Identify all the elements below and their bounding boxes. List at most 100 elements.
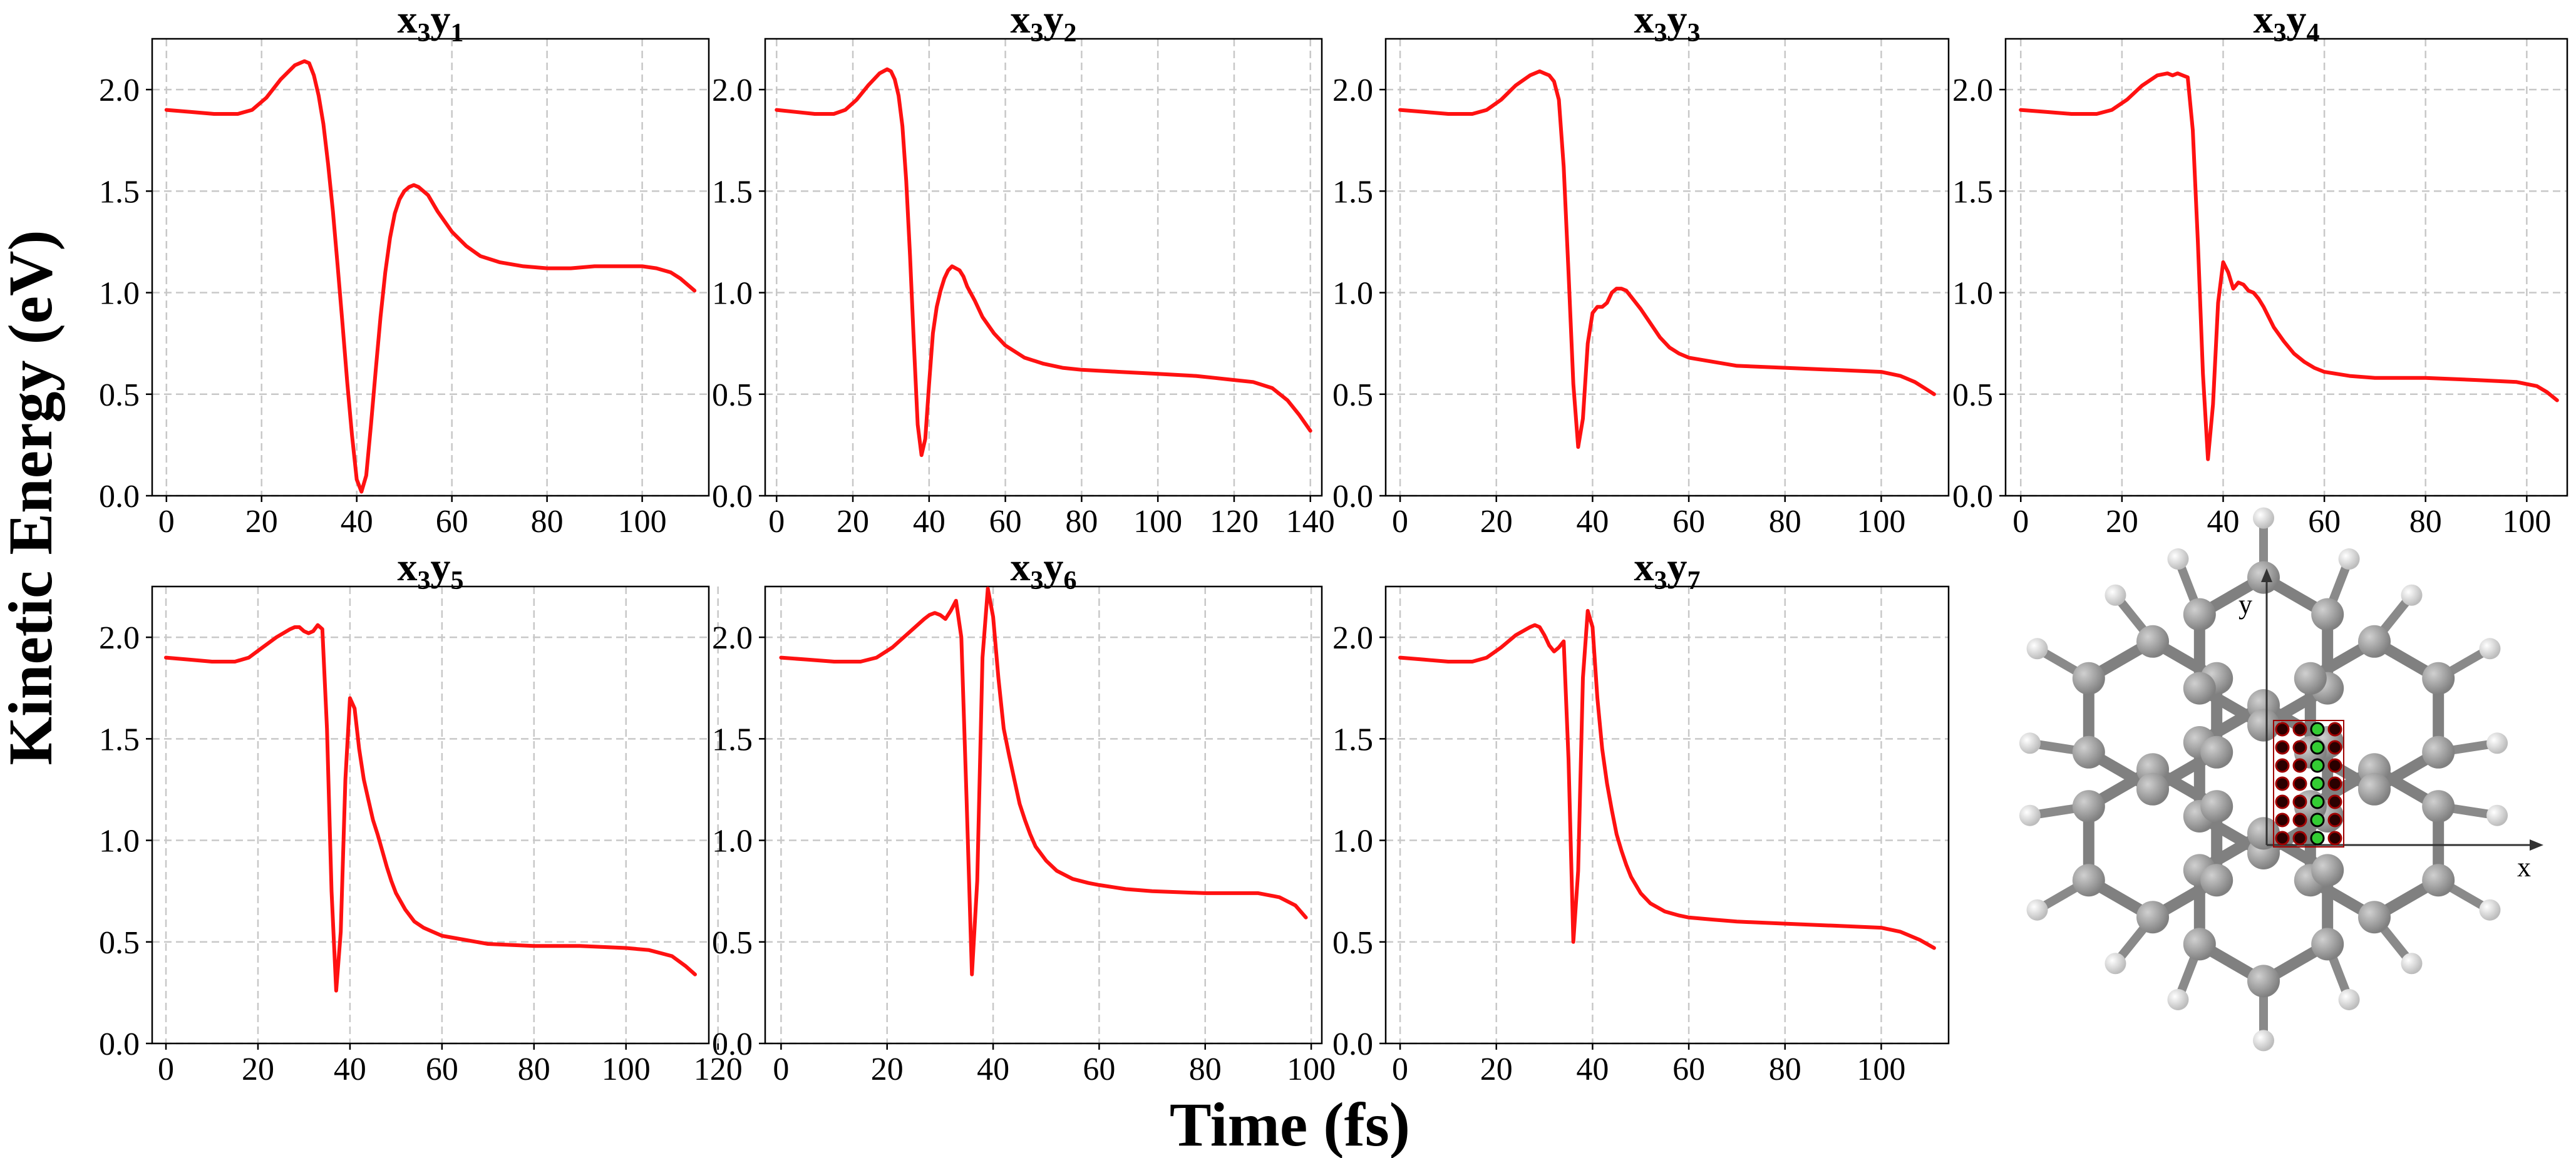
grid-point	[2292, 740, 2307, 755]
y-tick-label: 0.0	[99, 1027, 140, 1062]
grid-point	[2327, 722, 2342, 737]
series-line	[1398, 69, 1936, 449]
carbon-atom	[2247, 965, 2280, 998]
y-tick-label: 1.0	[712, 824, 753, 859]
mol-x-label: x	[2517, 852, 2531, 883]
x-tick-label: 40	[977, 1052, 1009, 1087]
y-tick-label: 1.0	[1332, 824, 1373, 859]
carbon-atom	[2358, 901, 2391, 934]
carbon-atom	[2311, 854, 2344, 887]
hydrogen-atom	[2479, 899, 2501, 921]
grid-point	[2275, 794, 2290, 809]
x-tick-label: 80	[1769, 504, 1801, 540]
mol-y-label: y	[2239, 589, 2252, 620]
x-tick-label: 20	[871, 1052, 904, 1087]
grid-point	[2327, 740, 2342, 755]
grid-point	[2275, 758, 2290, 773]
y-tick-label: 0.5	[1332, 925, 1373, 961]
x-tick-label: 60	[436, 504, 468, 540]
x-tick-label: 100	[1857, 504, 1905, 540]
plot-frame	[151, 585, 710, 1045]
y-tick-label: 1.0	[99, 276, 140, 312]
carbon-atom	[2422, 662, 2455, 695]
grid-point	[2275, 740, 2290, 755]
plot-frame	[151, 38, 710, 497]
y-tick-label: 2.0	[1332, 620, 1373, 656]
chart-panel-6: 0 20 40 60 80 100 0.0 0.5 1.0 1.5 2.0 x3y6	[712, 545, 1336, 1087]
carbon-atom	[2072, 790, 2105, 823]
y-tick-label: 1.5	[1332, 722, 1373, 757]
x-tick-label: 20	[1480, 1052, 1513, 1087]
x-tick-label: 80	[531, 504, 564, 540]
x-tick-label: 0	[2012, 504, 2029, 540]
x-tick-label: 0	[158, 1052, 174, 1087]
x-tick-label: 100	[1857, 1052, 1905, 1087]
carbon-atom	[2072, 864, 2105, 897]
x-tick-label: 60	[2308, 504, 2341, 540]
x-tick-label: 80	[1769, 1052, 1801, 1087]
x-tick-label: 20	[837, 504, 869, 540]
x-tick-label: 40	[2207, 504, 2239, 540]
plot-frame	[1384, 38, 1950, 497]
carbon-atom	[2358, 772, 2391, 806]
y-tick-label: 1.5	[1952, 174, 1993, 210]
grid-point	[2327, 758, 2342, 773]
hydrogen-atom	[2479, 638, 2501, 660]
carbon-atom	[2422, 790, 2455, 823]
carbon-atom	[2200, 735, 2233, 769]
series-line	[1398, 608, 1936, 950]
hydrogen-atom	[2338, 548, 2360, 570]
carbon-atom	[2183, 598, 2216, 631]
grid-point	[2292, 776, 2307, 791]
grid-point-selected	[2310, 831, 2325, 846]
hydrogen-atom	[2019, 804, 2041, 826]
grid-point	[2275, 812, 2290, 828]
x-tick-label: 100	[1133, 504, 1182, 540]
carbon-atom	[2072, 735, 2105, 769]
carbon-atom	[2358, 625, 2391, 658]
x-tick-label: 40	[334, 1052, 366, 1087]
x-tick-label: 120	[1210, 504, 1259, 540]
carbon-atom	[2183, 928, 2216, 961]
grid-point	[2327, 794, 2342, 809]
y-tick-label: 1.5	[1332, 174, 1373, 210]
grid-point-selected	[2310, 740, 2325, 755]
x-tick-label: 140	[1286, 504, 1335, 540]
series-line	[779, 587, 1308, 976]
y-tick-label: 0.0	[712, 479, 753, 515]
hydrogen-atom	[2026, 638, 2048, 660]
y-tick-label: 2.0	[1952, 73, 1993, 108]
y-tick-label: 2.0	[99, 620, 140, 656]
y-tick-label: 1.0	[712, 276, 753, 312]
y-tick-label: 2.0	[1332, 73, 1373, 108]
carbon-atom	[2294, 662, 2327, 695]
grid-point	[2292, 794, 2307, 809]
hydrogen-atom	[2253, 507, 2274, 529]
panel-title: x3y4	[2254, 0, 2320, 48]
series-line	[2019, 71, 2559, 461]
chart-panel-5: 0 20 40 60 80 100 120 0.0 0.5 1.0 1.5 2.0 x3y5	[99, 545, 743, 1087]
carbon-atom	[2136, 625, 2169, 658]
y-tick-label: 0.5	[712, 925, 753, 961]
grid-point	[2292, 831, 2307, 846]
x-tick-label: 80	[2409, 504, 2442, 540]
y-axis-label: Kinetic Energy (eV)	[0, 230, 65, 765]
hydrogen-atom	[2019, 732, 2041, 754]
carbon-atom	[2311, 928, 2344, 961]
y-tick-label: 0.0	[99, 479, 140, 515]
y-tick-label: 1.0	[1332, 276, 1373, 312]
x-tick-label: 60	[1672, 1052, 1705, 1087]
grid-point-selected	[2310, 812, 2325, 828]
grid-point	[2275, 722, 2290, 737]
grid-point	[2275, 831, 2290, 846]
carbon-atom	[2136, 772, 2169, 806]
y-tick-label: 1.5	[712, 722, 753, 757]
x-tick-label: 80	[518, 1052, 550, 1087]
x-tick-label: 100	[1287, 1052, 1336, 1087]
x-tick-label: 40	[1576, 1052, 1609, 1087]
y-tick-label: 0.5	[99, 925, 140, 961]
y-tick-label: 1.5	[712, 174, 753, 210]
carbon-atom	[2422, 735, 2455, 769]
